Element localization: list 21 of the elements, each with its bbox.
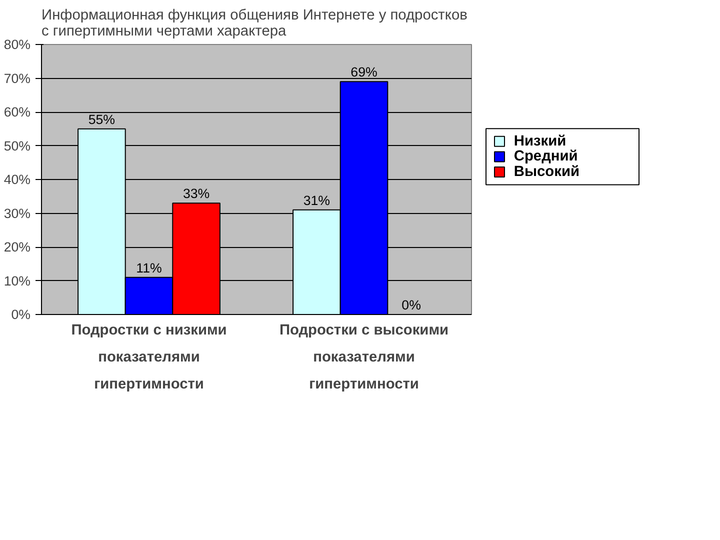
category-label: Подростки с высокими показателями гипертимности bbox=[279, 322, 449, 392]
legend-label: Низкий bbox=[514, 133, 566, 150]
data-label: 69% bbox=[350, 64, 378, 80]
data-label: 31% bbox=[303, 192, 330, 208]
data-label: 0% bbox=[402, 298, 422, 312]
data-label: 55% bbox=[88, 112, 116, 127]
y-tick-label: 40% bbox=[4, 172, 31, 187]
data-label: 11% bbox=[136, 260, 162, 276]
y-tick-label: 60% bbox=[4, 104, 31, 120]
y-tick-label: 70% bbox=[4, 70, 31, 86]
legend-label: Высокий bbox=[514, 164, 580, 180]
y-tick-label: 30% bbox=[4, 206, 31, 221]
y-tick-label: 50% bbox=[4, 138, 31, 154]
y-tick-label: 20% bbox=[4, 240, 31, 254]
legend-label: Средний bbox=[514, 148, 578, 165]
chart-title: Информационная функция общенияв Интернете у подростков с гипертимными чертами характера bbox=[42, 8, 468, 40]
category-label: Подростки с низкими показателями гипертимности bbox=[71, 322, 227, 392]
y-tick-label: 10% bbox=[4, 273, 31, 288]
y-tick-label: 80% bbox=[4, 37, 31, 52]
data-label: 33% bbox=[182, 186, 210, 202]
y-tick-label: 0% bbox=[11, 307, 31, 322]
